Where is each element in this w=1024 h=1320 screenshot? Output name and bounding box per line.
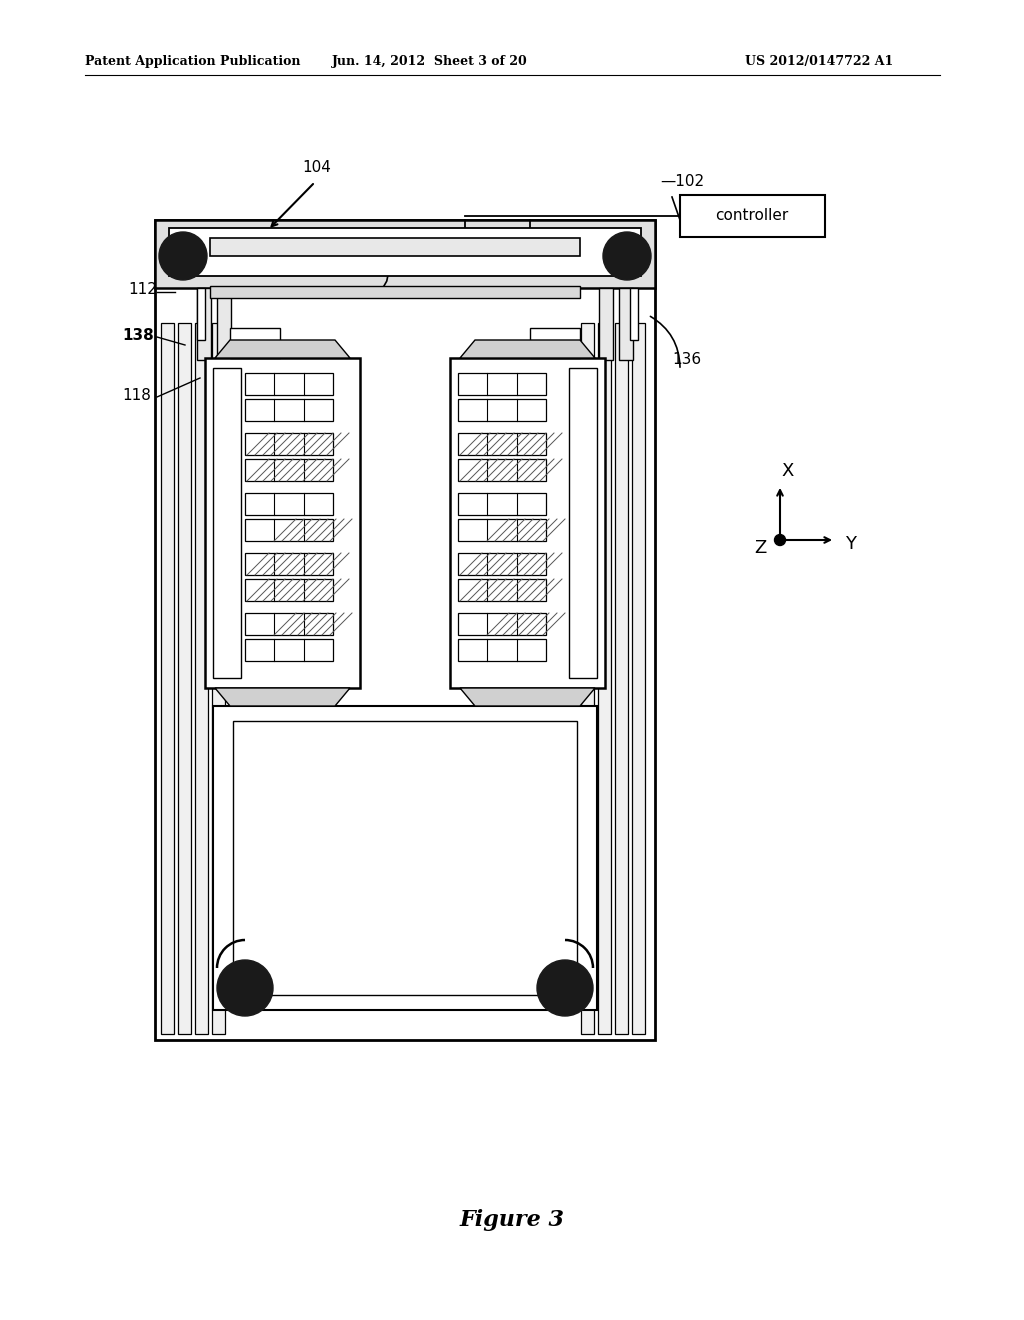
Bar — [450, 358, 605, 688]
Bar — [458, 639, 546, 661]
Bar — [458, 492, 546, 515]
Bar — [195, 323, 208, 1034]
Bar — [530, 327, 580, 358]
Bar — [599, 288, 613, 360]
Bar — [213, 706, 597, 1010]
Circle shape — [774, 535, 785, 545]
Bar — [169, 228, 641, 276]
Text: X: X — [781, 462, 795, 480]
Bar — [632, 323, 645, 1034]
Bar — [618, 288, 633, 360]
Text: 118: 118 — [122, 388, 151, 403]
Text: Patent Application Publication: Patent Application Publication — [85, 55, 300, 69]
Bar — [217, 288, 231, 360]
Circle shape — [603, 232, 651, 280]
Bar — [245, 459, 333, 480]
Circle shape — [159, 232, 207, 280]
Bar — [155, 220, 655, 288]
Bar — [210, 238, 580, 256]
Bar — [245, 519, 333, 541]
Bar — [630, 288, 638, 341]
Bar — [245, 639, 333, 661]
Bar — [581, 323, 594, 1034]
Bar — [245, 374, 333, 395]
Bar — [458, 433, 546, 455]
Bar — [615, 323, 628, 1034]
Bar — [245, 612, 333, 635]
Circle shape — [537, 960, 593, 1016]
Bar — [458, 612, 546, 635]
Bar — [205, 358, 360, 688]
Bar — [245, 433, 333, 455]
Bar — [458, 374, 546, 395]
Text: 138: 138 — [122, 327, 154, 342]
Text: US 2012/0147722 A1: US 2012/0147722 A1 — [745, 55, 893, 69]
Polygon shape — [460, 341, 595, 358]
Text: 139: 139 — [346, 248, 375, 263]
Bar — [197, 288, 205, 341]
Bar — [458, 399, 546, 421]
Bar — [569, 368, 597, 678]
Bar — [197, 288, 211, 360]
Text: Figure 3: Figure 3 — [460, 1209, 564, 1232]
Bar — [680, 195, 825, 238]
Bar — [458, 553, 546, 576]
Bar — [598, 323, 611, 1034]
Text: —102: —102 — [660, 174, 705, 190]
Bar — [178, 323, 191, 1034]
Bar — [245, 492, 333, 515]
Bar — [245, 579, 333, 601]
Polygon shape — [460, 688, 595, 706]
Text: Y: Y — [846, 535, 856, 553]
Bar — [458, 459, 546, 480]
Bar — [245, 553, 333, 576]
Bar — [230, 327, 280, 358]
Polygon shape — [215, 688, 350, 706]
Text: 112: 112 — [128, 282, 157, 297]
Bar — [155, 220, 655, 1040]
Circle shape — [217, 960, 273, 1016]
Bar — [458, 519, 546, 541]
Bar — [245, 399, 333, 421]
Bar — [212, 323, 225, 1034]
Bar — [213, 368, 241, 678]
Text: 136: 136 — [672, 352, 701, 367]
Text: Z: Z — [754, 539, 766, 557]
Text: Jun. 14, 2012  Sheet 3 of 20: Jun. 14, 2012 Sheet 3 of 20 — [332, 55, 528, 69]
Polygon shape — [215, 341, 350, 358]
Bar — [210, 286, 580, 298]
Text: controller: controller — [716, 209, 788, 223]
Text: 104: 104 — [302, 161, 331, 176]
Bar — [233, 721, 577, 995]
Bar — [161, 323, 174, 1034]
Bar — [458, 579, 546, 601]
